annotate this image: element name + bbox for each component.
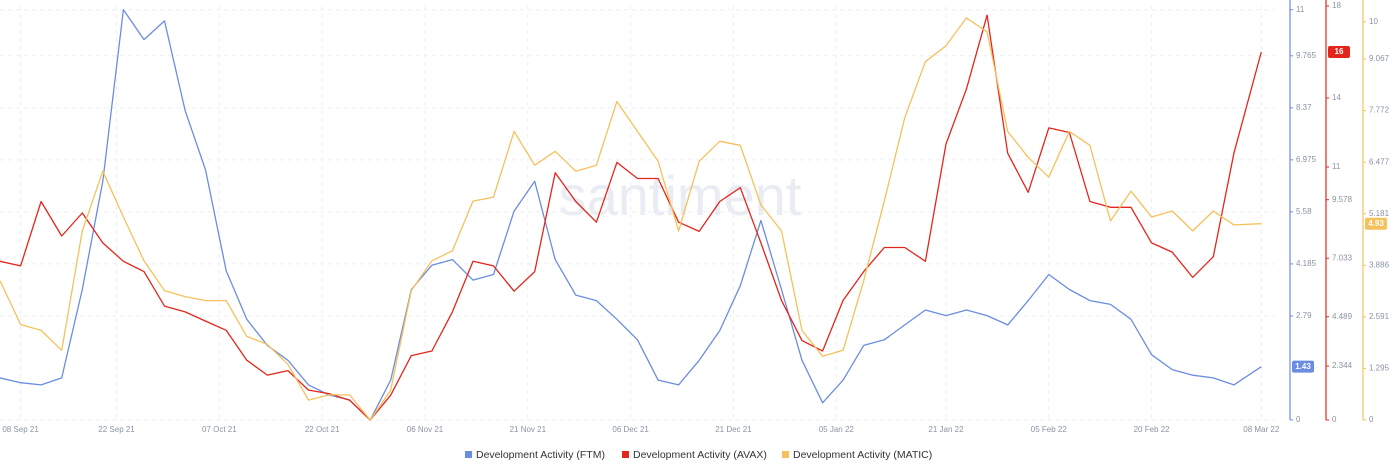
y-tick-label: 2.591 bbox=[1369, 312, 1390, 321]
y-tick-label: 9.067 bbox=[1369, 54, 1390, 63]
value-badge-label: 16 bbox=[1335, 47, 1344, 56]
legend-label: Development Activity (MATIC) bbox=[793, 449, 932, 461]
y-tick-label: 7.033 bbox=[1332, 253, 1353, 262]
y-tick-label: 0 bbox=[1369, 415, 1374, 424]
legend-label: Development Activity (FTM) bbox=[476, 449, 605, 461]
y-tick-label: 4.185 bbox=[1296, 259, 1317, 268]
x-tick-label: 05 Feb 22 bbox=[1031, 425, 1068, 434]
value-badge bbox=[1292, 360, 1314, 373]
y-tick-label: 9.578 bbox=[1332, 195, 1353, 204]
y-tick-label: 4.489 bbox=[1332, 312, 1353, 321]
y-tick-label: 11 bbox=[1296, 5, 1305, 14]
y-tick-label: 0 bbox=[1296, 415, 1301, 424]
y-tick-label: 7.772 bbox=[1369, 106, 1390, 115]
x-tick-label: 22 Oct 21 bbox=[305, 425, 340, 434]
x-tick-label: 21 Nov 21 bbox=[510, 425, 547, 434]
y-tick-label: 6.975 bbox=[1296, 155, 1317, 164]
x-tick-label: 07 Oct 21 bbox=[202, 425, 237, 434]
y-tick-label: 5.181 bbox=[1369, 209, 1390, 218]
value-badge-label: 1.43 bbox=[1295, 362, 1311, 371]
watermark: santiment bbox=[559, 164, 802, 227]
legend-label: Development Activity (AVAX) bbox=[633, 449, 767, 461]
value-badge-label: 4.93 bbox=[1368, 219, 1384, 228]
x-tick-label: 08 Sep 21 bbox=[2, 425, 39, 434]
x-tick-label: 06 Dec 21 bbox=[612, 425, 649, 434]
x-tick-label: 08 Mar 22 bbox=[1243, 425, 1280, 434]
y-tick-label: 8.37 bbox=[1296, 103, 1312, 112]
y-tick-label: 9.765 bbox=[1296, 51, 1317, 60]
x-tick-label: 05 Jan 22 bbox=[819, 425, 855, 434]
y-tick-label: 0 bbox=[1332, 415, 1337, 424]
x-tick-label: 20 Feb 22 bbox=[1134, 425, 1171, 434]
y-tick-label: 2.344 bbox=[1332, 361, 1353, 370]
y-tick-label: 3.886 bbox=[1369, 260, 1390, 269]
legend-swatch bbox=[622, 451, 629, 458]
x-tick-label: 21 Dec 21 bbox=[715, 425, 752, 434]
y-tick-label: 1.295 bbox=[1369, 364, 1390, 373]
y-tick-label: 2.79 bbox=[1296, 311, 1312, 320]
series-line bbox=[0, 17, 1262, 421]
y-tick-label: 18 bbox=[1332, 1, 1341, 10]
y-tick-label: 6.477 bbox=[1369, 157, 1390, 166]
value-badge bbox=[1365, 217, 1387, 230]
series-line bbox=[0, 14, 1262, 421]
legend-swatch bbox=[465, 451, 472, 458]
x-tick-label: 06 Nov 21 bbox=[407, 425, 444, 434]
y-tick-label: 11 bbox=[1332, 162, 1341, 171]
x-tick-label: 21 Jan 22 bbox=[928, 425, 964, 434]
series-line bbox=[0, 9, 1262, 421]
value-badge bbox=[1328, 46, 1350, 58]
y-tick-label: 10 bbox=[1369, 17, 1378, 26]
legend-swatch bbox=[782, 451, 789, 458]
y-tick-label: 5.58 bbox=[1296, 207, 1312, 216]
y-tick-label: 14 bbox=[1332, 93, 1341, 102]
x-tick-label: 22 Sep 21 bbox=[98, 425, 135, 434]
